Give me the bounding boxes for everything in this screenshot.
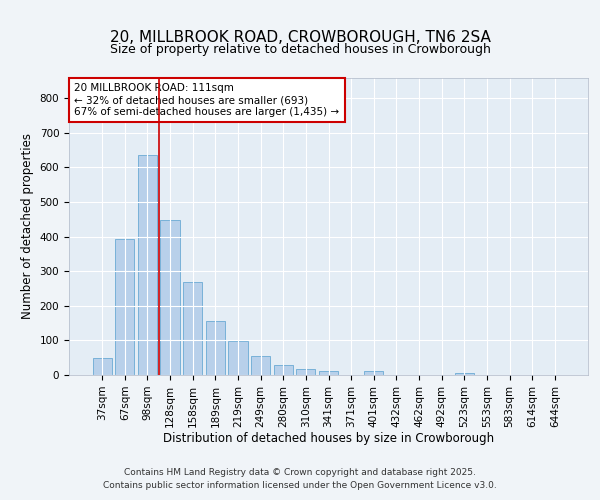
Text: 20, MILLBROOK ROAD, CROWBOROUGH, TN6 2SA: 20, MILLBROOK ROAD, CROWBOROUGH, TN6 2SA (110, 30, 490, 45)
Bar (455, 372, 474, 375)
Bar (92, 358, 112, 375)
Bar (364, 371, 383, 375)
Bar (206, 320, 225, 375)
Bar (183, 282, 202, 375)
Bar (274, 366, 293, 375)
Bar (251, 356, 270, 375)
Bar (319, 371, 338, 375)
Bar (296, 369, 316, 375)
Text: 20 MILLBROOK ROAD: 111sqm
← 32% of detached houses are smaller (693)
67% of semi: 20 MILLBROOK ROAD: 111sqm ← 32% of detac… (74, 84, 340, 116)
Bar (138, 156, 157, 375)
Y-axis label: Number of detached properties: Number of detached properties (21, 133, 34, 320)
Bar (160, 220, 180, 375)
X-axis label: Distribution of detached houses by size in Crowborough: Distribution of detached houses by size … (163, 432, 494, 446)
Text: Size of property relative to detached houses in Crowborough: Size of property relative to detached ho… (110, 44, 490, 57)
Text: Contains HM Land Registry data © Crown copyright and database right 2025.: Contains HM Land Registry data © Crown c… (124, 468, 476, 477)
Bar (229, 341, 248, 375)
Bar (115, 239, 134, 375)
Text: Contains public sector information licensed under the Open Government Licence v3: Contains public sector information licen… (103, 480, 497, 490)
